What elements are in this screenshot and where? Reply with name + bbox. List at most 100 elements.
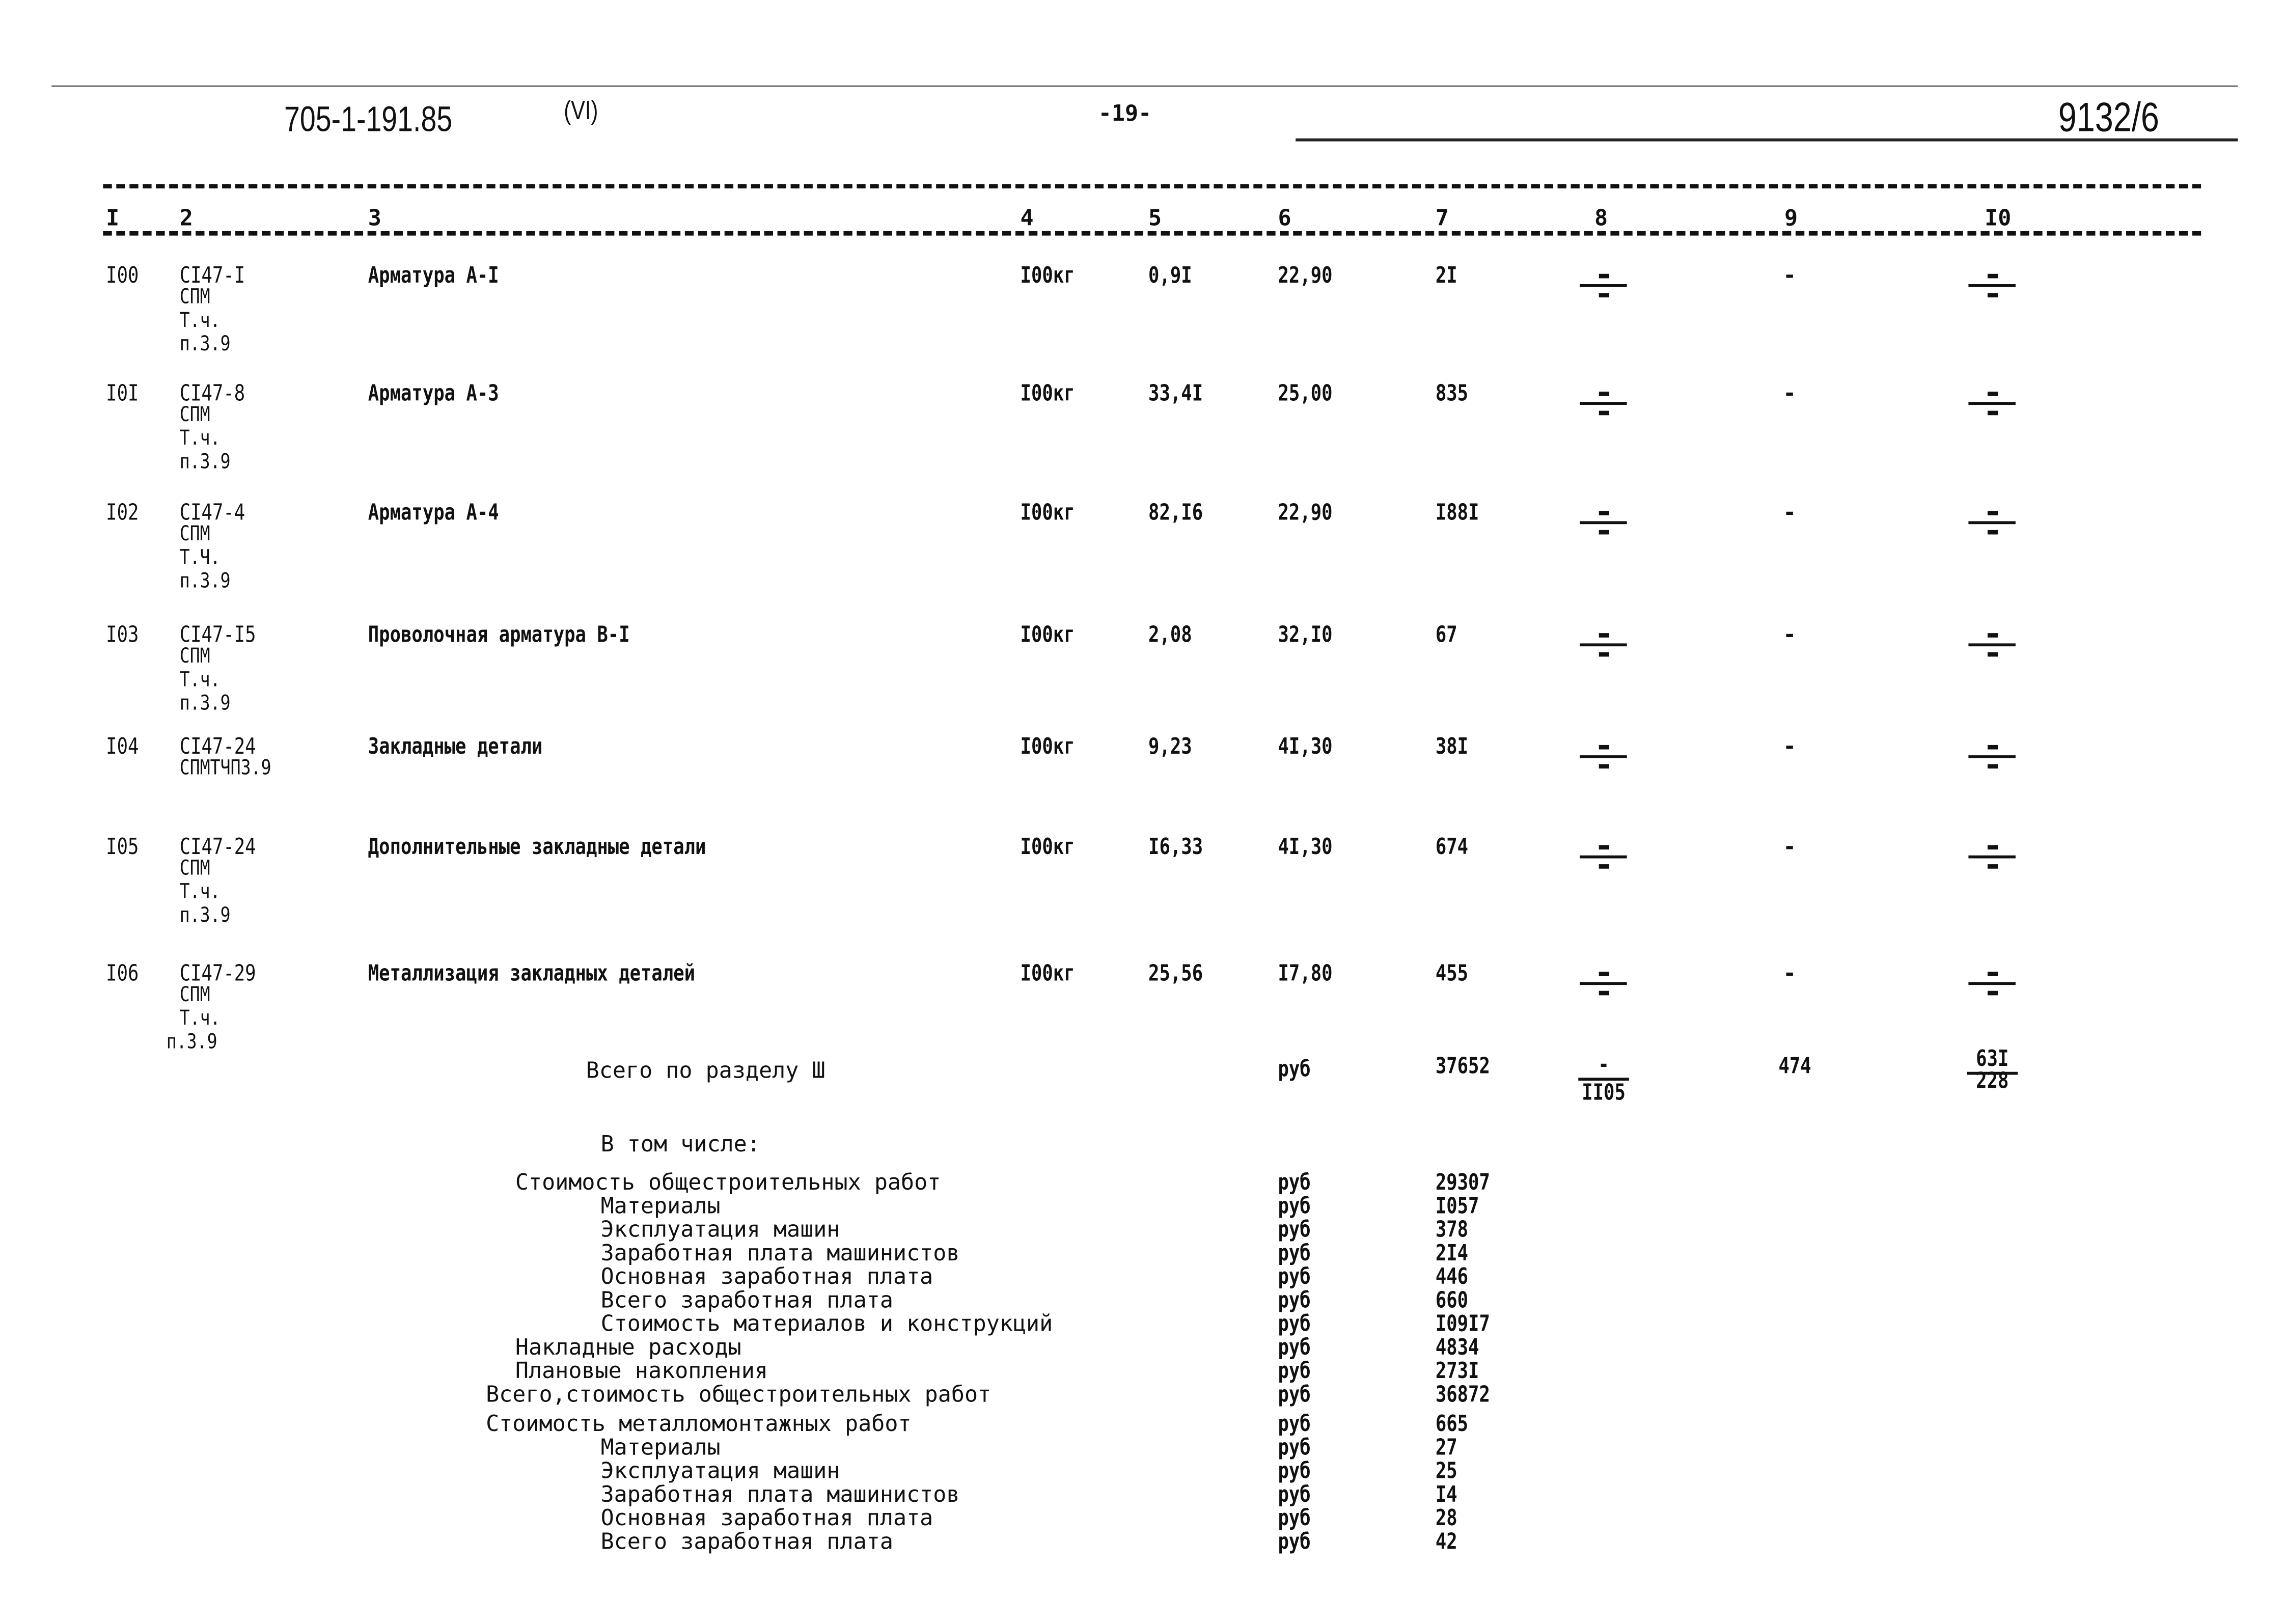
row-price: 22,90 — [1278, 499, 1333, 526]
breakdown-unit: руб — [1278, 1434, 1311, 1461]
column-header: 9 — [1784, 204, 1798, 231]
breakdown-label: Эксплуатация машин — [600, 1457, 840, 1484]
divide-dot — [1599, 392, 1609, 396]
breakdown-label: Всего заработная плата — [600, 1528, 893, 1555]
breakdown-value: 27 — [1435, 1434, 1457, 1461]
divide-mark-col10 — [1968, 628, 2016, 661]
divide-mark-col8 — [1580, 628, 1627, 661]
row-code-line: Т.ч. — [179, 427, 221, 451]
divide-mark-col8 — [1580, 269, 1627, 302]
page-number: -19- — [1098, 100, 1152, 127]
row-code-line: СПМ — [179, 522, 210, 546]
row-qty: 0,9I — [1148, 262, 1192, 289]
column-header: 6 — [1278, 204, 1291, 231]
breakdown-unit: руб — [1278, 1169, 1311, 1196]
divide-dot — [1599, 652, 1609, 657]
divide-dot — [1599, 990, 1609, 996]
row-name: Арматура А-I — [368, 262, 499, 289]
row-number: I03 — [106, 621, 139, 648]
row-code-line: п.3.9 — [179, 692, 231, 716]
breakdown-value: 378 — [1435, 1216, 1469, 1243]
divide-line — [1968, 643, 2016, 647]
row-code-line: п.3.9 — [179, 904, 231, 928]
breakdown-unit: руб — [1278, 1504, 1311, 1531]
row-code: CI47-I5 — [179, 621, 256, 648]
total-col10-top: 63I — [1976, 1045, 2009, 1072]
breakdown-unit: руб — [1278, 1528, 1311, 1555]
row-number: I05 — [106, 833, 139, 860]
breakdown-title: В том числе: — [600, 1131, 760, 1158]
divide-dot — [1599, 745, 1609, 750]
breakdown-label: Стоимость материалов и конструкций — [600, 1310, 1053, 1337]
variant-mark: (VI) — [564, 95, 598, 125]
row-number: I0I — [106, 379, 139, 406]
row-unit: I00кг — [1020, 733, 1075, 760]
divide-line — [1580, 284, 1627, 287]
row-code-line: Т.ч. — [179, 309, 221, 333]
row-code: CI47-24 — [179, 733, 256, 760]
breakdown-value: 2I4 — [1435, 1240, 1469, 1267]
row-code: CI47-24 — [179, 833, 256, 860]
divide-mark-col8 — [1580, 387, 1627, 420]
column-header: 3 — [368, 204, 381, 231]
doc-code: 705-1-191.85 — [284, 100, 453, 140]
row-unit: I00кг — [1020, 959, 1075, 987]
row-name: Металлизация закладных деталей — [368, 959, 696, 987]
row-price: 25,00 — [1278, 379, 1333, 406]
row-number: I00 — [106, 262, 139, 289]
row-code-line: СПМ — [179, 403, 210, 427]
row-code-line: СПМ — [179, 983, 210, 1007]
row-price: 32,I0 — [1278, 621, 1333, 648]
breakdown-value: I4 — [1435, 1481, 1457, 1508]
divide-dot — [1599, 633, 1609, 638]
divide-mark-col8 — [1580, 740, 1627, 773]
row-unit: I00кг — [1020, 499, 1075, 526]
total-col9: 474 — [1778, 1053, 1811, 1080]
breakdown-label: Стоимость общестроительных работ — [515, 1169, 941, 1196]
row-col9: - — [1783, 621, 1797, 648]
breakdown-label: Эксплуатация машин — [600, 1216, 840, 1243]
row-col9: - — [1783, 499, 1797, 526]
divide-line — [1580, 643, 1627, 647]
divide-line — [1580, 855, 1627, 859]
divide-dot — [1987, 764, 1998, 769]
total-col8-top: - — [1598, 1051, 1609, 1078]
breakdown-unit: руб — [1278, 1216, 1311, 1243]
row-price: 22,90 — [1278, 262, 1333, 289]
row-qty: 9,23 — [1148, 733, 1192, 760]
row-unit: I00кг — [1020, 262, 1075, 289]
divide-line — [1580, 755, 1627, 758]
header-rule — [1296, 138, 2238, 142]
divide-dot — [1987, 392, 1998, 396]
breakdown-value: 29307 — [1435, 1169, 1490, 1196]
row-code-line: Т.Ч. — [179, 546, 221, 570]
breakdown-label: Заработная плата машинистов — [600, 1240, 960, 1267]
row-code-line: п.3.9 — [179, 333, 231, 356]
row-number: I02 — [106, 499, 139, 526]
divide-dot — [1987, 745, 1998, 750]
divide-line — [1968, 521, 2016, 525]
divide-dot — [1599, 972, 1609, 976]
divide-line — [1968, 755, 2016, 758]
row-qty: 2,08 — [1148, 621, 1192, 648]
divide-dot — [1599, 273, 1609, 279]
divide-mark-col8 — [1580, 841, 1627, 873]
row-code-line: СПМ — [179, 857, 210, 880]
row-code-line: Т.ч. — [179, 880, 221, 904]
divide-dot — [1987, 410, 1998, 416]
column-header: I — [106, 204, 120, 231]
divide-dot — [1987, 845, 1998, 850]
breakdown-label: Основная заработная плата — [600, 1263, 933, 1290]
breakdown-label: Основная заработная плата — [600, 1504, 933, 1531]
breakdown-unit: руб — [1278, 1192, 1311, 1219]
row-code: CI47-29 — [179, 959, 256, 987]
column-header: I0 — [1985, 204, 2012, 231]
row-code: CI47-I — [179, 262, 245, 289]
breakdown-unit: руб — [1278, 1286, 1311, 1313]
row-code-line: п.3.9 — [179, 450, 231, 474]
breakdown-value: 273I — [1435, 1357, 1479, 1384]
column-header: 4 — [1020, 204, 1034, 231]
breakdown-label: Всего,стоимость общестроительных работ — [486, 1381, 992, 1408]
divide-line — [1968, 402, 2016, 405]
